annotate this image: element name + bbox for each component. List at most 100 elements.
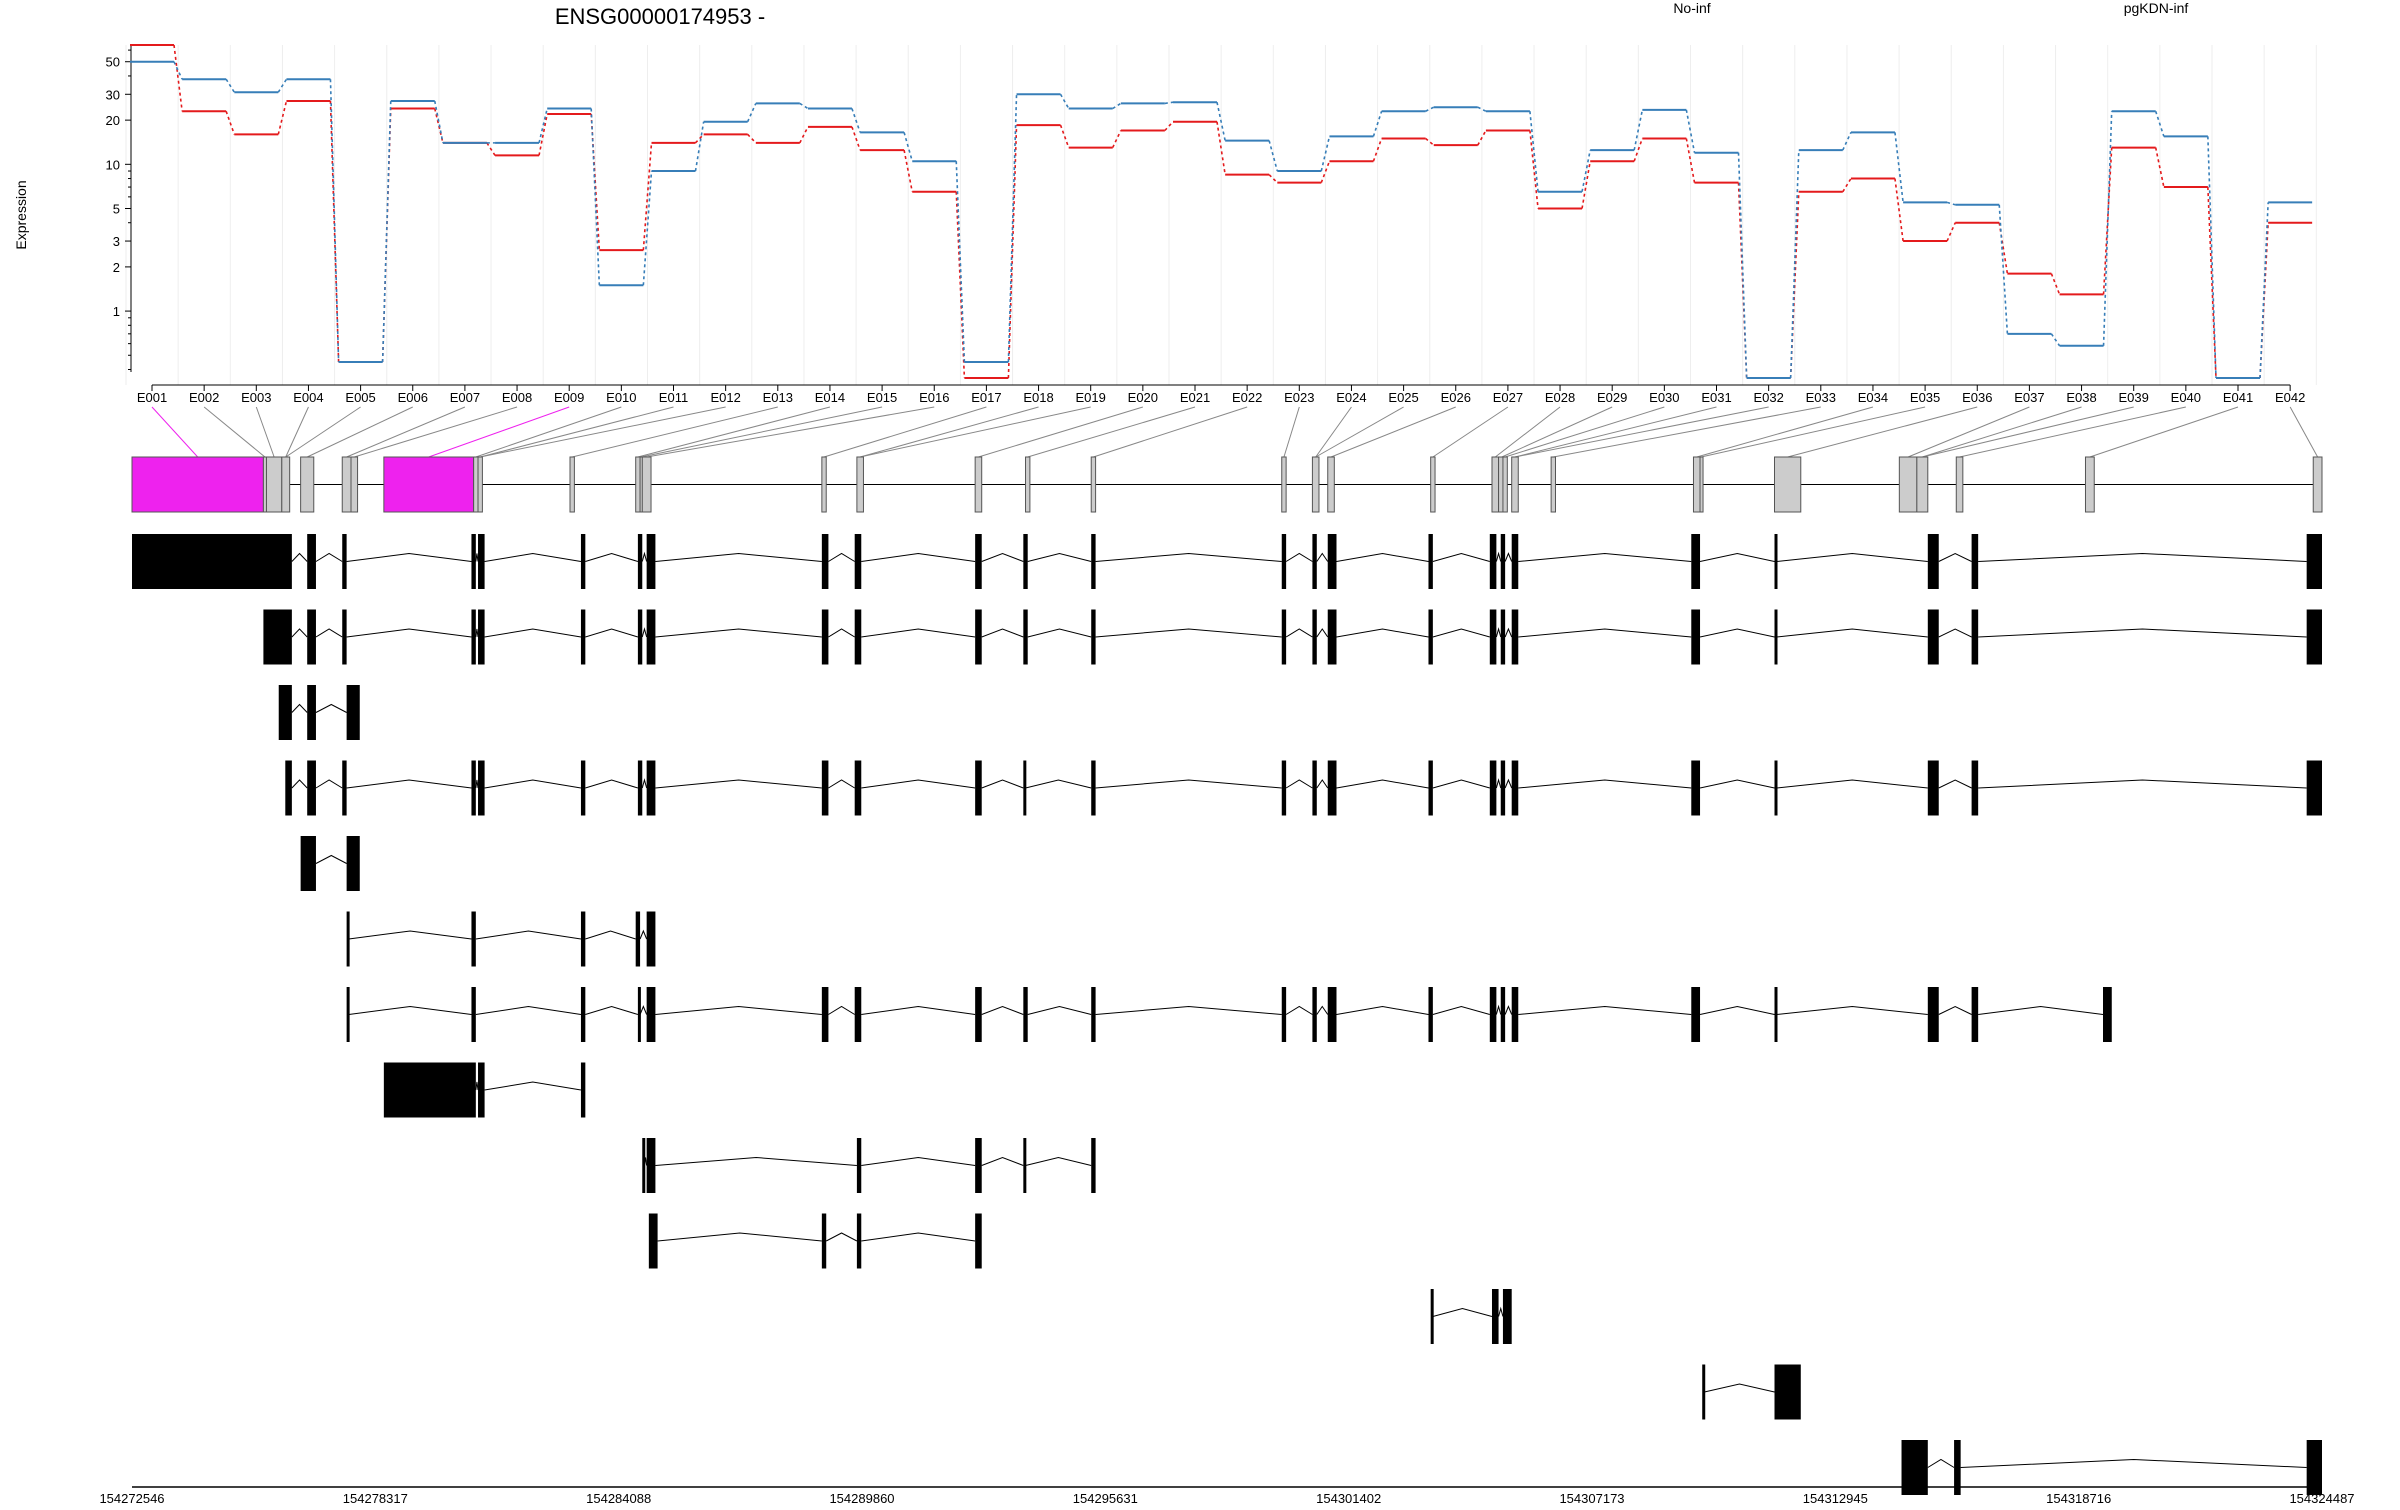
intron — [1518, 1005, 1692, 1015]
series-step — [1581, 149, 1591, 192]
series-step — [2050, 273, 2061, 295]
exon-block — [1774, 609, 1778, 665]
intron — [1938, 779, 1972, 789]
exon-block — [2306, 1440, 2322, 1495]
exon-block — [1511, 987, 1519, 1042]
series-step — [1737, 152, 1748, 379]
exon-block — [342, 760, 347, 816]
exon-block — [821, 534, 829, 589]
intron — [1095, 628, 1282, 638]
x-tick-label: E037 — [2014, 390, 2044, 405]
exon-block — [1281, 609, 1287, 665]
legend-no-inf: No-inf — [1673, 0, 1710, 16]
exon-block — [975, 1213, 982, 1269]
exon-block — [307, 609, 316, 665]
exon-connector — [641, 406, 883, 458]
exon-bin — [1311, 456, 1320, 513]
series-step — [747, 133, 757, 144]
exon-block — [1091, 1138, 1096, 1193]
exon-block — [1327, 609, 1337, 665]
exon-block — [263, 609, 292, 665]
series-step — [1372, 138, 1383, 162]
series-step — [381, 100, 392, 363]
exon-block — [1091, 534, 1096, 589]
intron — [315, 628, 343, 638]
intron — [1938, 628, 1972, 638]
exon-block — [1691, 534, 1701, 589]
intron — [484, 552, 582, 562]
transcript-track — [263, 609, 2322, 665]
exon-bin — [1692, 456, 1701, 513]
exon-block — [2306, 609, 2322, 665]
series-step — [1059, 93, 1070, 109]
exon-block — [1954, 1440, 1961, 1495]
x-tick-label: E039 — [2119, 390, 2149, 405]
exon-connector — [255, 406, 275, 458]
x-tick-label: E034 — [1858, 390, 1888, 405]
exon-connector — [1959, 406, 2186, 458]
exon-bin — [1550, 456, 1556, 513]
exon-block — [1091, 760, 1096, 816]
intron — [639, 929, 648, 940]
intron — [346, 779, 472, 789]
intron — [655, 552, 822, 562]
x-tick-label: E024 — [1336, 390, 1366, 405]
series-step — [1320, 160, 1331, 183]
exon-block — [821, 760, 829, 816]
x-tick-label: E018 — [1023, 390, 1053, 405]
intron — [1776, 1005, 1928, 1015]
exon-block — [1500, 987, 1506, 1042]
exon-connector — [1922, 406, 2134, 458]
x-tick-label: E014 — [815, 390, 845, 405]
exon-connectors — [151, 406, 2319, 458]
transcript-tracks — [132, 534, 2322, 1495]
x-tick-label: E038 — [2066, 390, 2096, 405]
x-tick-label: E011 — [659, 390, 688, 405]
series-step — [433, 100, 444, 144]
exon-connector — [354, 406, 518, 458]
exon-bin — [1025, 456, 1031, 513]
exon-block — [478, 760, 485, 816]
series-step — [1581, 161, 1591, 209]
exon-connector — [860, 406, 1039, 458]
intron — [861, 1232, 976, 1242]
intron — [1495, 1004, 1502, 1015]
intron — [1336, 1005, 1429, 1015]
intron — [484, 1081, 582, 1091]
chart-title: ENSG00000174953 - — [555, 4, 765, 29]
intron — [1518, 552, 1692, 562]
intron — [1336, 628, 1429, 638]
exon-block — [1023, 760, 1027, 816]
intron — [346, 628, 472, 638]
intron — [291, 628, 308, 638]
series-step — [694, 121, 705, 172]
series-step — [1529, 111, 1539, 192]
x-tick-label: E026 — [1441, 390, 1471, 405]
exon-block — [1971, 760, 1979, 816]
exon-block — [821, 987, 829, 1042]
exon-block — [1327, 760, 1337, 816]
series-step — [2154, 147, 2165, 188]
series-step — [1164, 121, 1174, 132]
exon-bin — [131, 456, 264, 513]
exon-bin — [1898, 456, 1918, 513]
series-step — [1425, 137, 1435, 146]
transcript-track — [1702, 1364, 1801, 1420]
intron — [1285, 552, 1313, 562]
series-step — [329, 100, 340, 363]
series-step — [225, 110, 236, 135]
series-step — [1216, 102, 1226, 141]
exon-block — [1327, 987, 1337, 1042]
exon-block — [975, 1138, 982, 1193]
exon-connector — [2089, 406, 2239, 458]
exon-block — [1091, 987, 1096, 1042]
exon-connector — [2289, 406, 2319, 458]
genomic-tick-label: 154318716 — [2046, 1491, 2111, 1506]
exon-connector — [1922, 406, 2082, 458]
intron — [655, 1005, 822, 1015]
exon-bin — [1090, 456, 1097, 513]
intron — [825, 1232, 858, 1242]
series-step — [1477, 130, 1487, 146]
intron — [1498, 1306, 1504, 1317]
intron — [981, 552, 1024, 562]
